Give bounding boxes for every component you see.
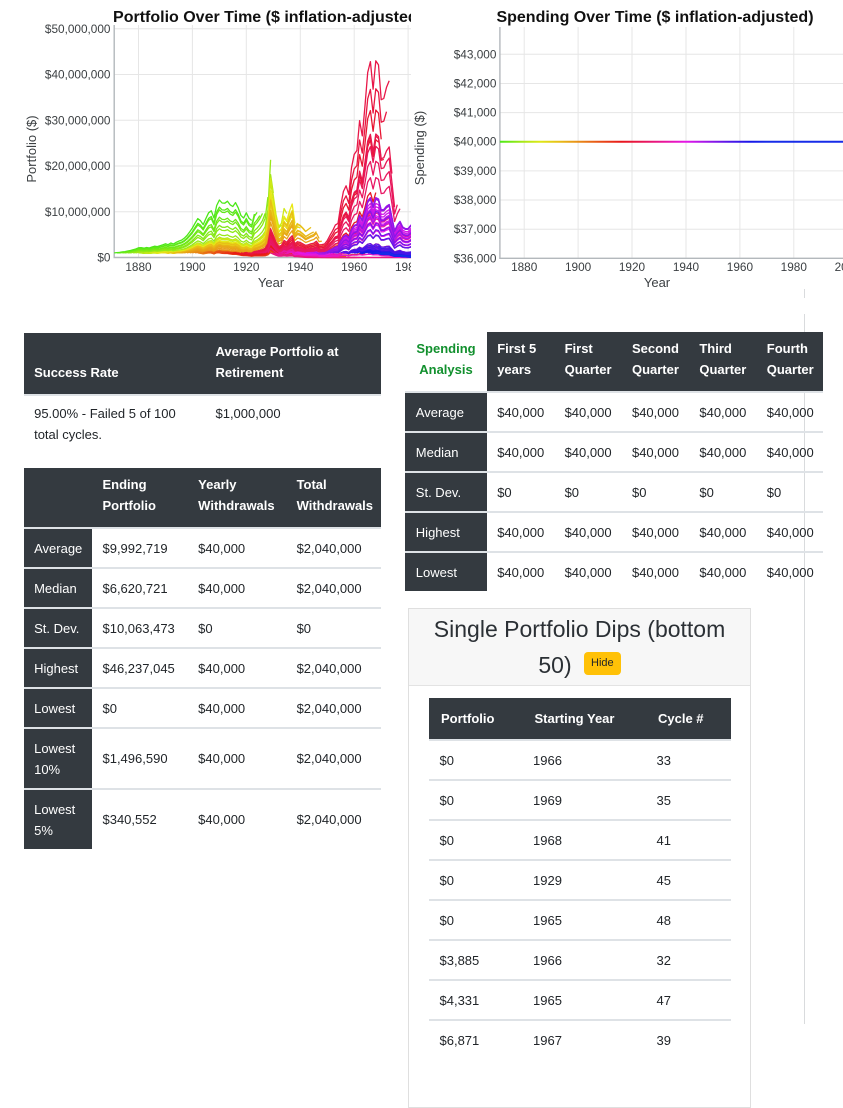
svg-text:Portfolio ($): Portfolio ($) bbox=[24, 115, 39, 182]
svg-text:1900: 1900 bbox=[565, 260, 592, 274]
svg-text:$40,000: $40,000 bbox=[454, 135, 497, 149]
svg-text:$41,000: $41,000 bbox=[454, 106, 497, 120]
svg-text:2000: 2000 bbox=[835, 260, 843, 274]
svg-text:Year: Year bbox=[644, 275, 671, 290]
svg-text:$10,000,000: $10,000,000 bbox=[45, 205, 111, 219]
svg-text:$50,000,000: $50,000,000 bbox=[45, 22, 111, 36]
svg-text:1880: 1880 bbox=[511, 260, 538, 274]
svg-text:$20,000,000: $20,000,000 bbox=[45, 159, 111, 173]
svg-text:Portfolio Over Time ($ inflati: Portfolio Over Time ($ inflation-adjuste… bbox=[113, 9, 411, 26]
svg-text:1920: 1920 bbox=[233, 260, 260, 274]
svg-text:Spending Over Time ($ inflatio: Spending Over Time ($ inflation-adjusted… bbox=[496, 9, 813, 26]
svg-text:1960: 1960 bbox=[341, 260, 368, 274]
svg-text:Spending ($): Spending ($) bbox=[413, 111, 427, 185]
svg-text:$0: $0 bbox=[97, 251, 111, 265]
svg-text:1960: 1960 bbox=[727, 260, 754, 274]
svg-text:$30,000,000: $30,000,000 bbox=[45, 113, 111, 127]
svg-text:1940: 1940 bbox=[287, 260, 314, 274]
svg-text:1980: 1980 bbox=[395, 260, 411, 274]
svg-text:$40,000,000: $40,000,000 bbox=[45, 68, 111, 82]
svg-text:1920: 1920 bbox=[619, 260, 646, 274]
svg-text:1880: 1880 bbox=[125, 260, 152, 274]
svg-text:1980: 1980 bbox=[781, 260, 808, 274]
svg-text:$37,000: $37,000 bbox=[454, 222, 497, 236]
svg-text:1940: 1940 bbox=[673, 260, 700, 274]
svg-text:1900: 1900 bbox=[179, 260, 206, 274]
svg-text:$42,000: $42,000 bbox=[454, 77, 497, 91]
svg-text:$39,000: $39,000 bbox=[454, 164, 497, 178]
svg-text:$43,000: $43,000 bbox=[454, 47, 497, 61]
svg-text:$38,000: $38,000 bbox=[454, 193, 497, 207]
svg-text:Year: Year bbox=[258, 275, 285, 290]
svg-text:$36,000: $36,000 bbox=[454, 251, 497, 265]
